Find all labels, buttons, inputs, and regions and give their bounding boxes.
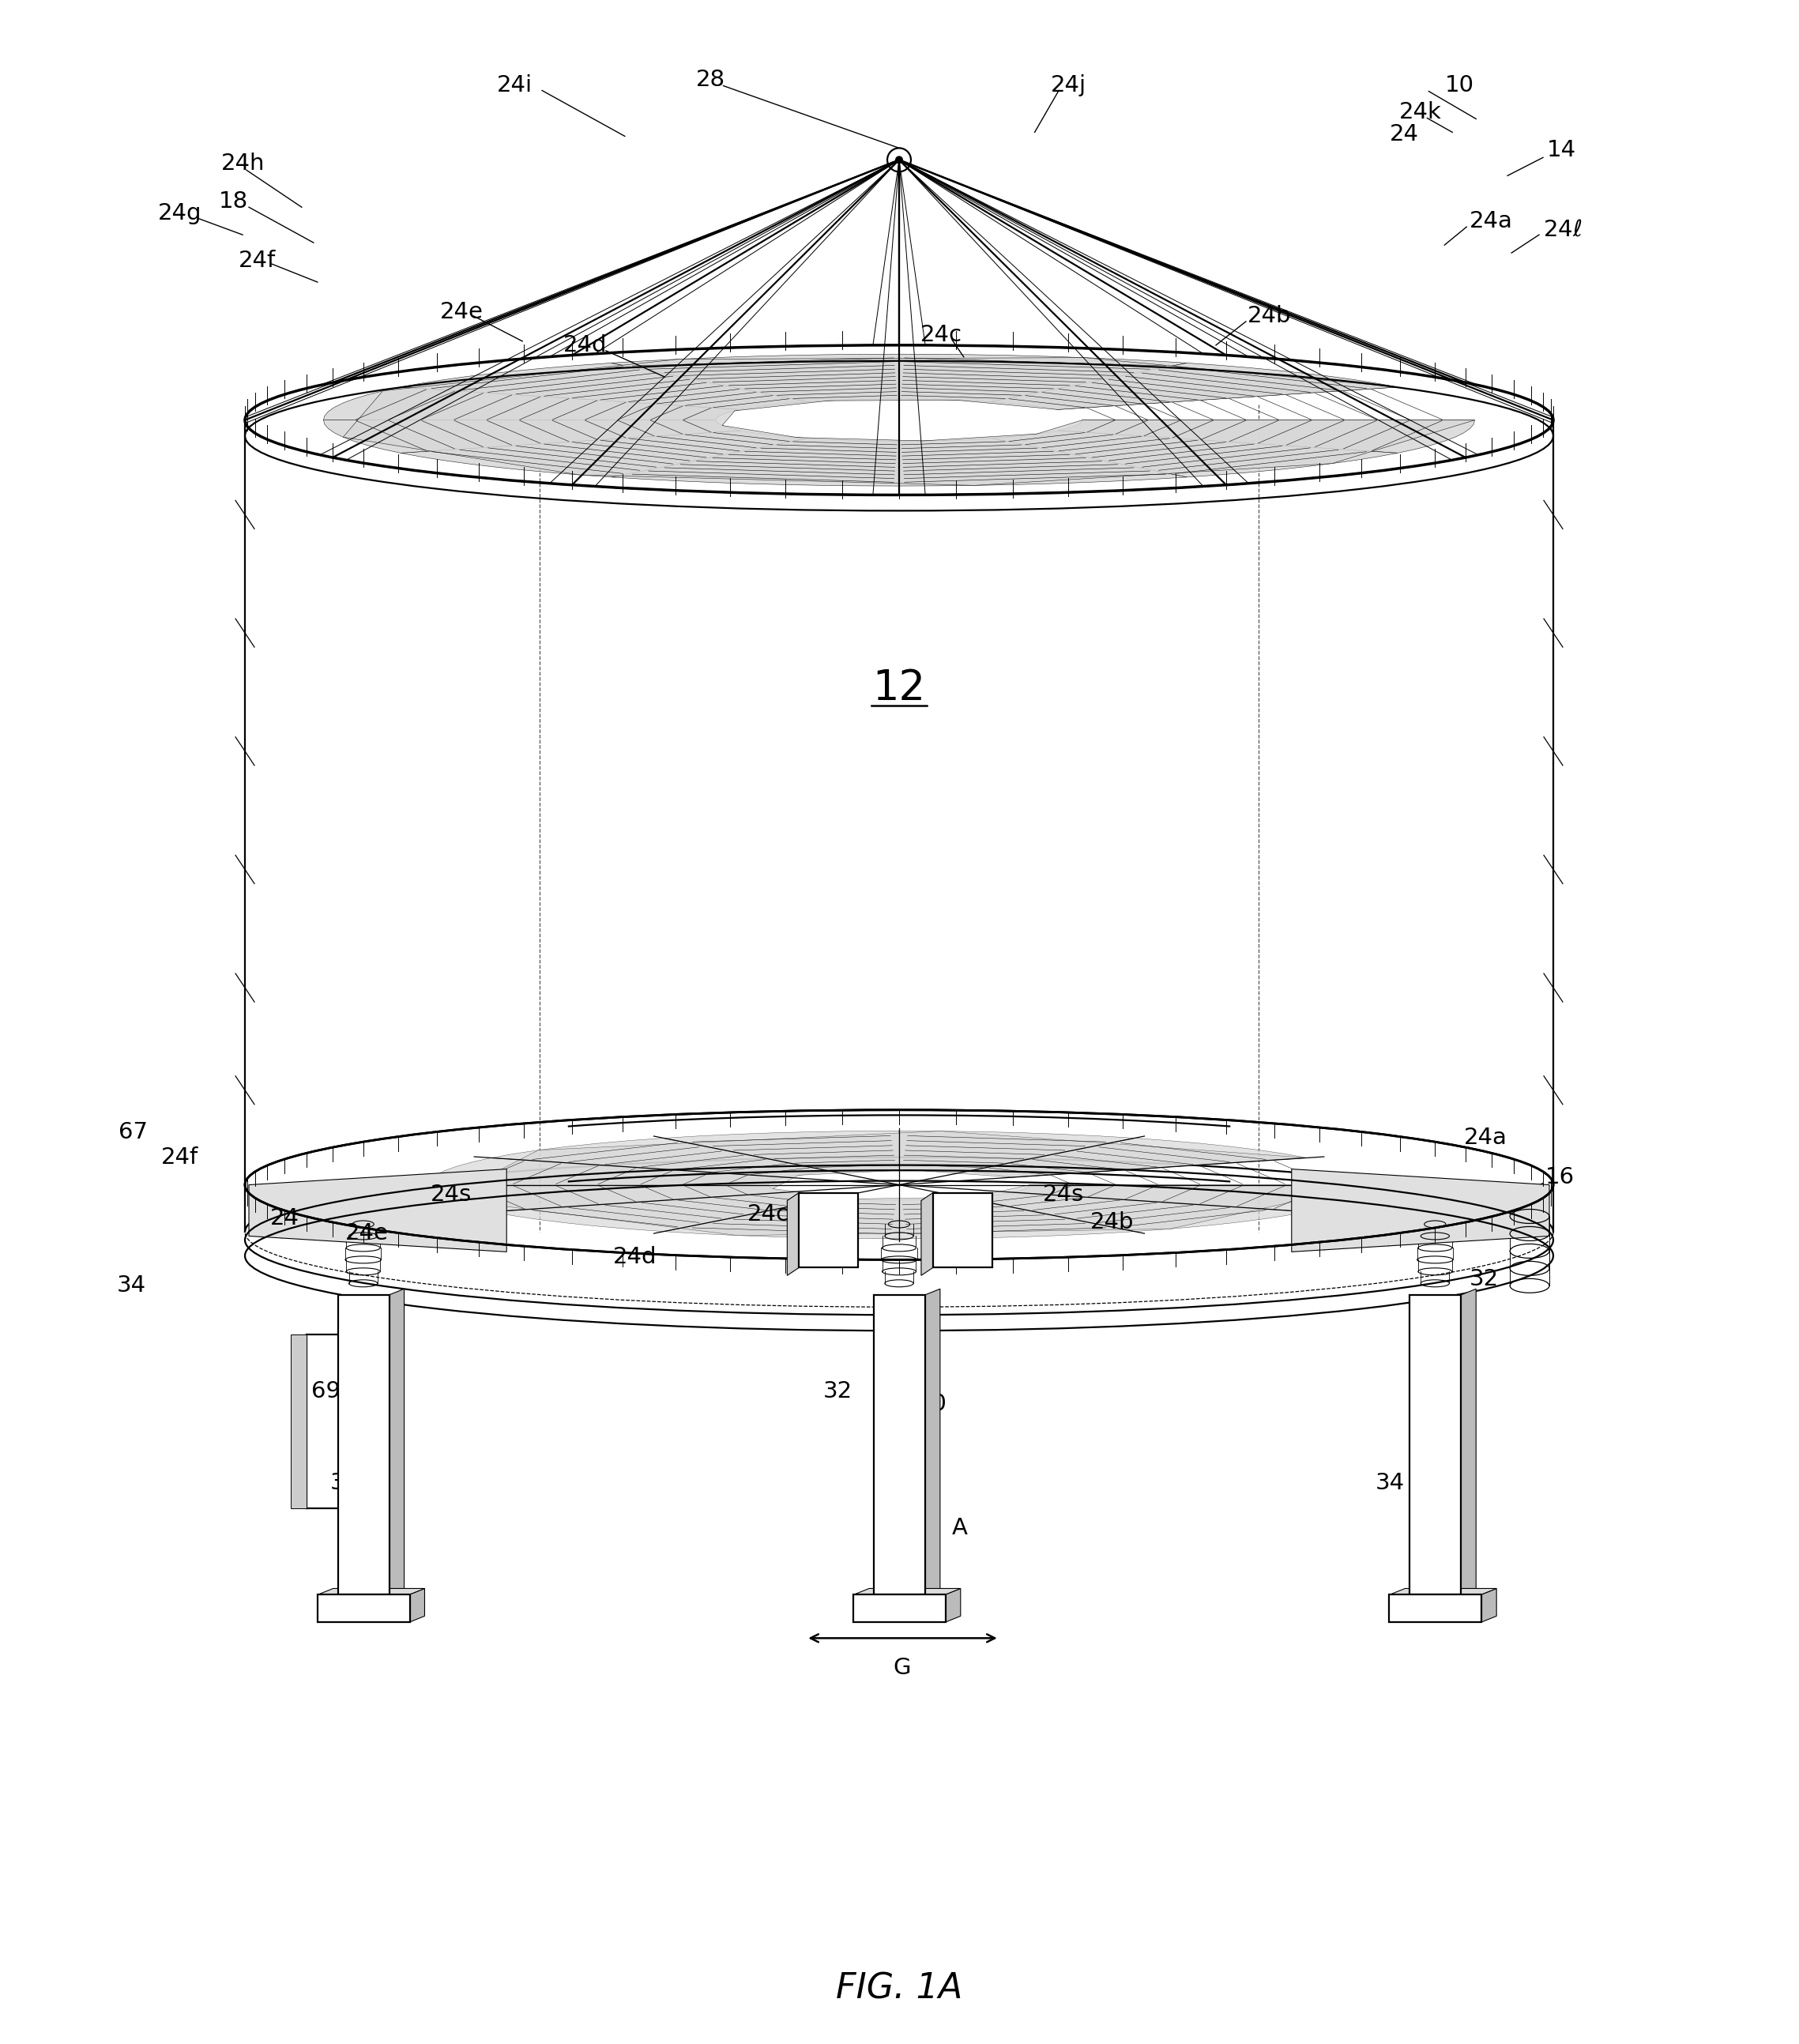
Text: 24b: 24b — [1247, 305, 1292, 327]
Text: 24: 24 — [1389, 123, 1419, 145]
Text: 24i: 24i — [497, 74, 533, 96]
Text: 24f: 24f — [239, 249, 275, 272]
Text: 69: 69 — [311, 1380, 340, 1402]
Text: 18: 18 — [219, 190, 248, 213]
Text: 34: 34 — [117, 1275, 146, 1296]
Polygon shape — [401, 364, 808, 409]
Text: 24a: 24a — [1470, 211, 1513, 233]
Polygon shape — [900, 1130, 1135, 1171]
Text: 24b: 24b — [1090, 1212, 1133, 1235]
Text: 34: 34 — [329, 1472, 360, 1494]
Text: 24f: 24f — [162, 1147, 198, 1169]
Text: FIG. 1A: FIG. 1A — [837, 1972, 962, 2005]
Text: 24e: 24e — [345, 1222, 389, 1245]
Polygon shape — [344, 358, 1475, 484]
Polygon shape — [612, 354, 900, 403]
Polygon shape — [1058, 421, 1475, 454]
Polygon shape — [491, 1192, 833, 1230]
Polygon shape — [900, 354, 1187, 403]
Polygon shape — [612, 437, 900, 486]
Text: 24$\ell$: 24$\ell$ — [1544, 219, 1581, 241]
Polygon shape — [1013, 1186, 1371, 1212]
Bar — [338, 1296, 389, 1594]
Text: 24d: 24d — [563, 333, 608, 356]
Bar — [1389, 1594, 1482, 1623]
Text: 24j: 24j — [1051, 74, 1087, 96]
Text: 40: 40 — [917, 1392, 946, 1414]
Polygon shape — [900, 437, 1187, 486]
Bar — [317, 1594, 410, 1623]
Polygon shape — [964, 1139, 1308, 1177]
Polygon shape — [925, 1290, 941, 1594]
Text: 24e: 24e — [439, 300, 482, 323]
Circle shape — [896, 155, 903, 164]
Text: 32: 32 — [1470, 1269, 1499, 1290]
Polygon shape — [1389, 1588, 1497, 1594]
Bar — [934, 1194, 991, 1267]
Polygon shape — [664, 1198, 900, 1239]
Polygon shape — [853, 1588, 961, 1594]
Polygon shape — [491, 1139, 833, 1177]
Text: 32: 32 — [824, 1380, 853, 1402]
Polygon shape — [389, 1290, 405, 1594]
Polygon shape — [317, 1588, 425, 1594]
Text: G: G — [894, 1658, 910, 1680]
Text: 67: 67 — [119, 1120, 148, 1143]
Polygon shape — [788, 1194, 799, 1275]
Polygon shape — [324, 421, 741, 454]
Text: 24h: 24h — [221, 153, 264, 176]
Text: A: A — [952, 1517, 968, 1539]
Text: 10: 10 — [1445, 74, 1473, 96]
Polygon shape — [324, 386, 741, 421]
Polygon shape — [401, 431, 808, 476]
Polygon shape — [428, 1157, 786, 1186]
Text: 24c: 24c — [921, 323, 962, 345]
Text: 24c: 24c — [747, 1204, 790, 1226]
Polygon shape — [291, 1335, 306, 1508]
Bar — [1410, 1296, 1461, 1594]
Text: 16: 16 — [1545, 1165, 1574, 1188]
Polygon shape — [664, 1130, 900, 1171]
Polygon shape — [248, 1169, 507, 1251]
Text: 24g: 24g — [158, 202, 201, 225]
Polygon shape — [1481, 1588, 1497, 1623]
Polygon shape — [991, 364, 1398, 409]
Polygon shape — [964, 1192, 1308, 1230]
Text: 24k: 24k — [1400, 102, 1441, 123]
Bar — [799, 1194, 858, 1267]
Text: 28: 28 — [696, 67, 725, 90]
Text: 24d: 24d — [613, 1247, 657, 1269]
Bar — [874, 1296, 925, 1594]
Polygon shape — [991, 431, 1398, 476]
Polygon shape — [1292, 1169, 1549, 1251]
Text: 34: 34 — [1374, 1472, 1405, 1494]
Polygon shape — [428, 1186, 786, 1212]
Polygon shape — [444, 1130, 1371, 1235]
Text: 12: 12 — [873, 668, 925, 709]
Bar — [853, 1594, 946, 1623]
Polygon shape — [944, 1588, 961, 1623]
Text: 24a: 24a — [1464, 1126, 1508, 1149]
Text: 14: 14 — [1547, 139, 1576, 161]
Text: 24s: 24s — [430, 1183, 471, 1206]
Text: 24: 24 — [270, 1208, 299, 1230]
Text: 24s: 24s — [1043, 1183, 1083, 1206]
Polygon shape — [1461, 1290, 1475, 1594]
Polygon shape — [900, 1198, 1135, 1239]
Polygon shape — [408, 1588, 425, 1623]
Polygon shape — [921, 1194, 934, 1275]
